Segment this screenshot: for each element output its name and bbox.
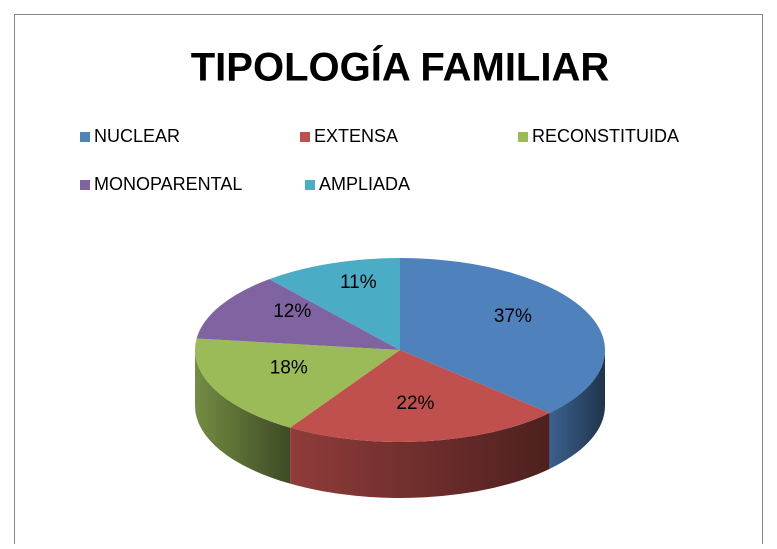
pie-slice: [194, 338, 400, 428]
pie-side: [290, 412, 550, 498]
legend-label: RECONSTITUIDA: [532, 126, 679, 146]
pie-slice: [290, 350, 550, 443]
data-label: 22%: [396, 393, 434, 414]
data-label: 37%: [494, 306, 532, 327]
legend-label: MONOPARENTAL: [94, 174, 242, 194]
legend-swatch: [518, 132, 528, 142]
legend-label: NUCLEAR: [94, 126, 180, 146]
chart-title: TIPOLOGÍA FAMILIAR: [191, 45, 610, 90]
pie-slice: [196, 279, 400, 350]
data-label: 12%: [273, 301, 311, 322]
legend-swatch: [300, 132, 310, 142]
legend-label: AMPLIADA: [319, 174, 410, 194]
legend-swatch: [80, 180, 90, 190]
pie-side: [549, 350, 605, 469]
data-label: 11%: [340, 272, 377, 293]
legend-swatch: [305, 180, 315, 190]
legend-label: EXTENSA: [314, 126, 398, 146]
pie-slice: [269, 258, 400, 350]
pie-slice: [400, 258, 605, 413]
legend-swatch: [80, 132, 90, 142]
pie-side: [195, 350, 291, 484]
data-label: 18%: [270, 358, 308, 379]
